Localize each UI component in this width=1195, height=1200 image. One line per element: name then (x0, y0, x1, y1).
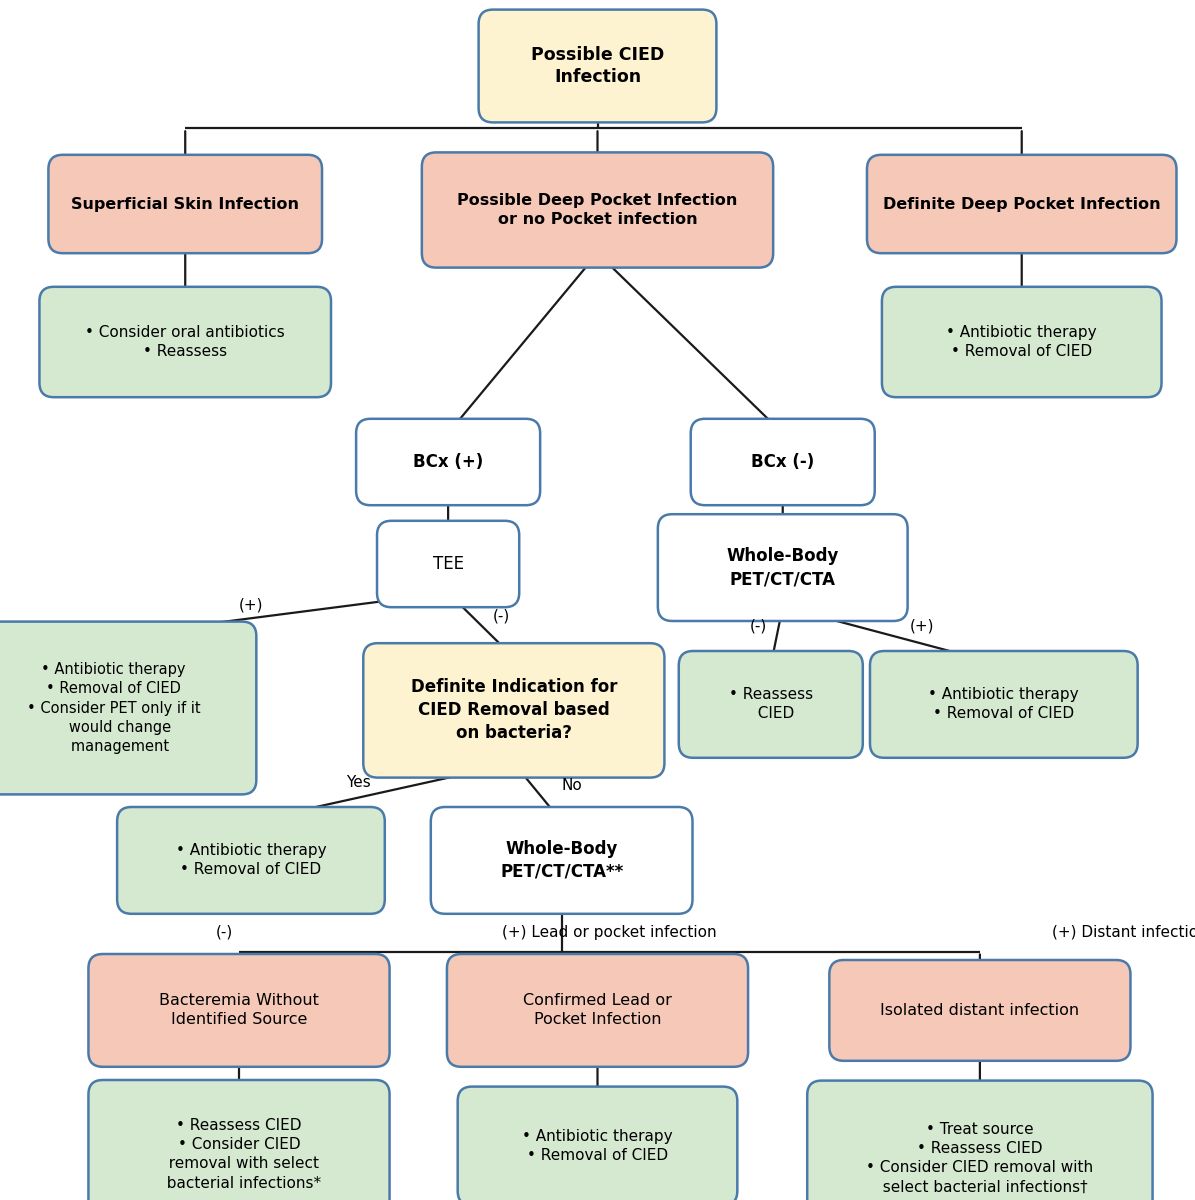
Text: • Antibiotic therapy
• Removal of CIED: • Antibiotic therapy • Removal of CIED (176, 844, 326, 877)
FancyBboxPatch shape (0, 622, 256, 794)
Text: Whole-Body
PET/CT/CTA: Whole-Body PET/CT/CTA (727, 547, 839, 588)
FancyBboxPatch shape (356, 419, 540, 505)
Text: • Consider oral antibiotics
• Reassess: • Consider oral antibiotics • Reassess (85, 325, 286, 359)
FancyBboxPatch shape (882, 287, 1162, 397)
Text: • Treat source
• Reassess CIED
• Consider CIED removal with
  select bacterial i: • Treat source • Reassess CIED • Conside… (866, 1122, 1093, 1194)
FancyBboxPatch shape (117, 808, 385, 914)
FancyBboxPatch shape (868, 155, 1176, 253)
Text: Whole-Body
PET/CT/CTA**: Whole-Body PET/CT/CTA** (500, 840, 624, 881)
FancyBboxPatch shape (829, 960, 1130, 1061)
FancyBboxPatch shape (422, 152, 773, 268)
Text: Possible Deep Pocket Infection
or no Pocket infection: Possible Deep Pocket Infection or no Poc… (458, 193, 737, 227)
Text: Yes: Yes (345, 775, 370, 790)
Text: (-): (-) (216, 925, 233, 940)
FancyBboxPatch shape (478, 10, 716, 122)
Text: (-): (-) (492, 608, 510, 623)
Text: BCx (+): BCx (+) (413, 452, 483, 470)
Text: (-): (-) (750, 619, 767, 634)
FancyBboxPatch shape (88, 954, 390, 1067)
Text: Isolated distant infection: Isolated distant infection (881, 1003, 1079, 1018)
FancyBboxPatch shape (447, 954, 748, 1067)
Text: Confirmed Lead or
Pocket Infection: Confirmed Lead or Pocket Infection (523, 994, 672, 1027)
Text: (+): (+) (911, 619, 934, 634)
FancyBboxPatch shape (88, 1080, 390, 1200)
Text: BCx (-): BCx (-) (752, 452, 814, 470)
FancyBboxPatch shape (657, 514, 908, 622)
Text: • Antibiotic therapy
• Removal of CIED: • Antibiotic therapy • Removal of CIED (929, 688, 1079, 721)
Text: (+) Distant infection: (+) Distant infection (1052, 925, 1195, 940)
Text: • Antibiotic therapy
• Removal of CIED: • Antibiotic therapy • Removal of CIED (522, 1129, 673, 1163)
FancyBboxPatch shape (430, 808, 692, 914)
FancyBboxPatch shape (39, 287, 331, 397)
Text: No: No (562, 778, 582, 792)
Text: Possible CIED
Infection: Possible CIED Infection (531, 46, 664, 86)
FancyBboxPatch shape (458, 1087, 737, 1200)
Text: (+) Lead or pocket infection: (+) Lead or pocket infection (502, 925, 717, 940)
FancyBboxPatch shape (691, 419, 875, 505)
Text: • Antibiotic therapy
• Removal of CIED
• Consider PET only if it
   would change: • Antibiotic therapy • Removal of CIED •… (26, 662, 201, 754)
FancyBboxPatch shape (48, 155, 321, 253)
FancyBboxPatch shape (376, 521, 519, 607)
FancyBboxPatch shape (807, 1080, 1152, 1200)
Text: • Reassess
  CIED: • Reassess CIED (729, 688, 813, 721)
FancyBboxPatch shape (363, 643, 664, 778)
FancyBboxPatch shape (870, 650, 1138, 758)
Text: Bacteremia Without
Identified Source: Bacteremia Without Identified Source (159, 994, 319, 1027)
Text: Definite Deep Pocket Infection: Definite Deep Pocket Infection (883, 197, 1160, 211)
Text: TEE: TEE (433, 554, 464, 572)
Text: Definite Indication for
CIED Removal based
on bacteria?: Definite Indication for CIED Removal bas… (411, 678, 617, 743)
Text: • Reassess CIED
• Consider CIED
  removal with select
  bacterial infections*: • Reassess CIED • Consider CIED removal … (157, 1118, 321, 1190)
FancyBboxPatch shape (679, 650, 863, 758)
Text: (+): (+) (238, 598, 263, 612)
Text: Superficial Skin Infection: Superficial Skin Infection (72, 197, 299, 211)
Text: • Antibiotic therapy
• Removal of CIED: • Antibiotic therapy • Removal of CIED (946, 325, 1097, 359)
